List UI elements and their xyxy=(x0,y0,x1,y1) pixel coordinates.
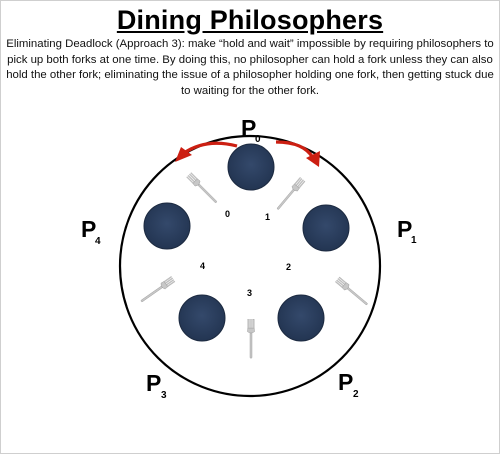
plate-icon xyxy=(143,202,191,250)
plate-icon xyxy=(227,143,275,191)
philosopher-index: 4 xyxy=(95,236,101,247)
philosopher-label-p0: P 0 xyxy=(241,115,261,145)
philosopher-letter: P xyxy=(241,115,256,141)
plate-icon xyxy=(302,204,350,252)
philosopher-label-p1: P 1 xyxy=(397,216,417,246)
philosopher-letter: P xyxy=(81,216,96,242)
philosopher-label-p2: P 2 xyxy=(338,369,359,400)
fork-number-3: 3 xyxy=(247,288,252,298)
philosopher-index: 3 xyxy=(161,390,167,401)
page-title: Dining Philosophers xyxy=(116,5,384,35)
curved-arrow-icon xyxy=(275,140,320,167)
philosopher-letter: P xyxy=(146,370,161,396)
plate-icon xyxy=(277,294,325,342)
philosopher-label-p3: P 3 xyxy=(146,370,167,401)
philosopher-index: 1 xyxy=(411,235,417,246)
philosopher-label-p4: P 4 xyxy=(81,216,101,247)
fork-number-1: 1 xyxy=(265,212,270,222)
philosopher-letter: P xyxy=(397,216,412,242)
philosopher-letter: P xyxy=(338,369,353,395)
plate-icon xyxy=(178,294,226,342)
fork-number-0: 0 xyxy=(225,209,230,219)
description-text: Eliminating Deadlock (Approach 3): make … xyxy=(6,38,494,97)
philosopher-index: 0 xyxy=(255,134,261,145)
fork-number-4: 4 xyxy=(200,261,205,271)
fork-number-2: 2 xyxy=(286,262,291,272)
curved-arrow-icon xyxy=(175,141,238,162)
philosopher-index: 2 xyxy=(353,389,359,400)
